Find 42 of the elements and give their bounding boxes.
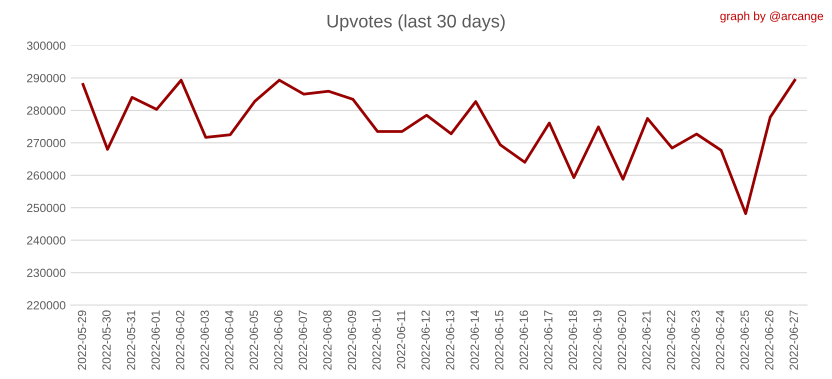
x-tick-label: 2022-06-17 — [544, 310, 552, 370]
y-tick-label: 240000 — [27, 236, 66, 245]
x-tick-label: 2022-06-07 — [298, 310, 308, 370]
x-tick-label: 2022-06-23 — [691, 310, 700, 370]
y-tick-label: 220000 — [27, 301, 66, 310]
x-tick-label: 2022-06-06 — [274, 310, 283, 370]
x-tick-label: 2022-06-10 — [372, 310, 381, 370]
x-tick-label: 2022-06-08 — [323, 310, 332, 370]
x-tick-label: 2022-06-18 — [568, 310, 578, 370]
x-tick-label: 2022-06-25 — [740, 310, 749, 370]
x-tick-label: 2022-06-05 — [250, 310, 258, 370]
x-tick-label: 2022-06-20 — [618, 310, 626, 370]
x-tick-label: 2022-06-12 — [421, 310, 430, 370]
x-tick-label: 2022-06-22 — [666, 310, 676, 370]
x-tick-label: 2022-06-14 — [470, 310, 479, 370]
x-tick-label: 2022-06-27 — [790, 310, 798, 370]
x-tick-label: 2022-06-19 — [593, 310, 602, 370]
y-tick-label: 280000 — [27, 106, 66, 115]
y-tick-label: 230000 — [27, 268, 66, 278]
x-tick-label: 2022-06-13 — [446, 310, 454, 370]
y-tick-label: 300000 — [26, 42, 66, 50]
x-tick-label: 2022-06-11 — [396, 310, 406, 369]
x-tick-label: 2022-06-16 — [520, 310, 528, 370]
line-series — [82, 78, 796, 215]
y-tick-label: 260000 — [27, 171, 66, 180]
x-tick-label: 2022-06-09 — [348, 310, 356, 370]
y-tick-label: 250000 — [27, 204, 66, 212]
x-tick-label: 2022-06-21 — [642, 310, 651, 370]
x-tick-label: 2022-06-04 — [225, 310, 234, 370]
x-tick-label: 2022-06-02 — [176, 310, 184, 370]
x-tick-label: 2022-06-01 — [151, 310, 160, 370]
x-tick-label: 2022-05-30 — [102, 310, 111, 370]
x-tick-label: 2022-06-03 — [200, 310, 209, 370]
y-tick-label: 270000 — [27, 138, 66, 148]
x-tick-label: 2022-05-29 — [78, 310, 86, 370]
x-tick-label: 2022-06-24 — [716, 310, 724, 370]
y-tick-label: 290000 — [27, 74, 66, 82]
chart-title: Upvotes (last 30 days) — [328, 14, 505, 32]
x-tick-label: 2022-06-26 — [765, 310, 774, 370]
text: graph by @arcange — [720, 12, 824, 23]
x-tick-label: 2022-06-15 — [495, 310, 504, 370]
x-tick-label: 2022-05-31 — [126, 310, 136, 370]
